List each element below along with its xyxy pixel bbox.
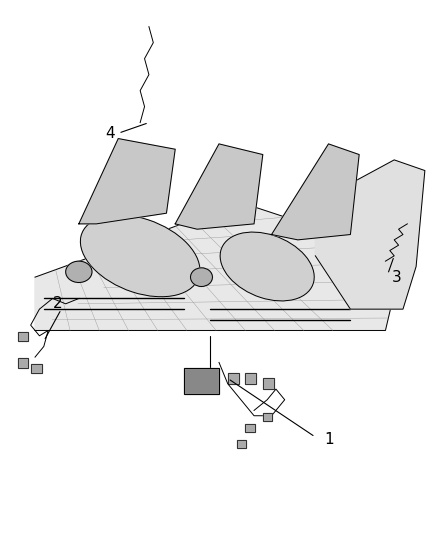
Polygon shape <box>315 160 425 309</box>
Ellipse shape <box>191 268 212 287</box>
Polygon shape <box>79 139 175 224</box>
Bar <box>263 378 274 389</box>
Bar <box>228 373 239 384</box>
Polygon shape <box>272 144 359 240</box>
Bar <box>31 364 42 373</box>
Ellipse shape <box>81 215 200 297</box>
Bar <box>263 413 272 421</box>
Text: 1: 1 <box>324 432 334 447</box>
Bar <box>237 440 246 448</box>
Bar <box>237 440 246 448</box>
Bar <box>245 424 255 432</box>
Bar <box>263 378 274 389</box>
Polygon shape <box>35 203 403 330</box>
Bar <box>18 358 28 368</box>
Bar <box>31 364 42 373</box>
Text: 3: 3 <box>392 270 402 285</box>
Bar <box>184 368 219 394</box>
Bar <box>263 413 272 421</box>
Ellipse shape <box>66 261 92 282</box>
Bar <box>245 373 256 384</box>
Bar <box>245 373 256 384</box>
Ellipse shape <box>220 232 314 301</box>
Bar <box>184 368 219 394</box>
Text: 4: 4 <box>105 126 115 141</box>
Bar <box>18 358 28 368</box>
Bar <box>245 424 255 432</box>
Bar <box>18 332 28 341</box>
Polygon shape <box>175 144 263 229</box>
Bar <box>18 332 28 341</box>
Text: 2: 2 <box>53 296 62 311</box>
Bar <box>228 373 239 384</box>
